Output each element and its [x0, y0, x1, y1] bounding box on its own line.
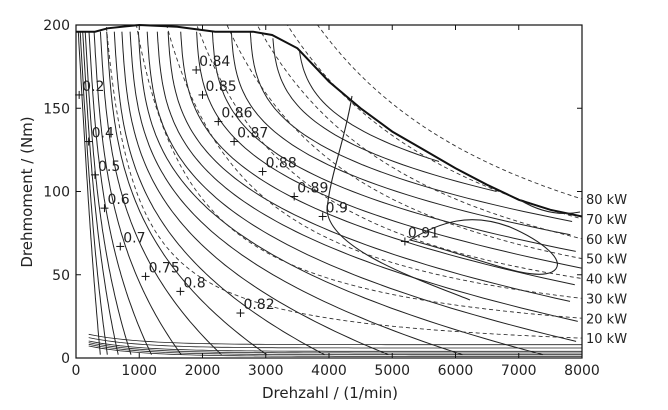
- efficiency-contour: [137, 31, 544, 356]
- efficiency-contour-low: [88, 333, 582, 346]
- efficiency-label: 0.7: [123, 230, 145, 246]
- efficiency-contour-low: [88, 342, 582, 354]
- efficiency-contour-low: [88, 337, 582, 349]
- efficiency-label: 0.2: [82, 79, 104, 95]
- y-tick-label: 50: [52, 268, 70, 284]
- efficiency-label: 0.91: [408, 225, 439, 241]
- power-label: 60 kW: [586, 233, 627, 248]
- efficiency-contour: [79, 31, 108, 355]
- efficiency-contour-lines: [77, 31, 582, 357]
- efficiency-contour: [99, 31, 222, 356]
- power-line: [135, 25, 582, 319]
- efficiency-island-091: [408, 219, 558, 275]
- power-line: [226, 25, 582, 259]
- efficiency-contour: [272, 38, 497, 192]
- axis-ticks: 0 1000 2000 3000 4000 5000 6000 7000 8000 0 50 100 1…: [43, 18, 600, 379]
- efficiency-label: 0.82: [243, 297, 274, 313]
- efficiency-contour: [88, 31, 152, 355]
- power-label: 50 kW: [586, 253, 627, 268]
- efficiency-contour: [180, 31, 575, 286]
- efficiency-contour-edge: [519, 199, 581, 215]
- efficiency-markers: [75, 65, 409, 318]
- x-tick-label: 8000: [564, 363, 600, 379]
- power-labels: 80 kW 70 kW 60 kW 50 kW 40 kW 30 kW 20 kW 10 kW: [586, 193, 627, 347]
- power-line: [317, 25, 582, 200]
- efficiency-labels: 0.2 0.4 0.5 0.6 0.70.750.8 0.82 0.84 0.85 0.86 0.…: [82, 54, 439, 313]
- power-label: 40 kW: [586, 273, 627, 288]
- efficiency-contour: [230, 31, 571, 236]
- efficiency-contour-high-speed: [326, 95, 471, 301]
- efficiency-contour: [93, 31, 182, 355]
- efficiency-contour: [146, 31, 577, 342]
- efficiency-label: 0.88: [266, 156, 297, 172]
- efficiency-contour: [82, 31, 119, 355]
- power-label: 20 kW: [586, 312, 627, 327]
- efficiency-label: 0.4: [92, 126, 114, 142]
- x-tick-label: 4000: [311, 363, 347, 379]
- efficiency-contour: [156, 31, 578, 322]
- efficiency-label: 0.5: [98, 159, 120, 175]
- power-label: 70 kW: [586, 213, 627, 228]
- efficiency-contour: [129, 31, 463, 356]
- x-tick-label: 5000: [374, 363, 410, 379]
- x-tick-label: 0: [72, 363, 81, 379]
- efficiency-contour: [211, 31, 576, 252]
- efficiency-label: 0.89: [297, 180, 328, 196]
- efficiency-contour-low: [88, 343, 582, 356]
- x-tick-label: 2000: [185, 363, 221, 379]
- efficiency-label: 0.85: [206, 79, 237, 95]
- x-tick-label: 7000: [501, 363, 537, 379]
- y-tick-label: 0: [61, 351, 70, 367]
- efficiency-label: 0.8: [183, 275, 205, 291]
- efficiency-contour: [113, 31, 325, 356]
- x-tick-label: 3000: [248, 363, 284, 379]
- efficiency-contour: [84, 31, 132, 355]
- efficiency-label: 0.86: [221, 106, 252, 122]
- efficiency-label: 0.84: [199, 54, 230, 70]
- efficiency-label: 0.87: [237, 126, 268, 142]
- y-axis-title: Drehmoment / (Nm): [18, 116, 36, 267]
- efficiency-label: 0.6: [107, 192, 129, 208]
- efficiency-contour: [121, 31, 389, 356]
- efficiency-contour-low: [88, 340, 582, 352]
- efficiency-contour: [106, 31, 267, 356]
- y-tick-label: 200: [43, 18, 70, 34]
- efficiency-contour-low: [88, 345, 582, 357]
- efficiency-contour: [167, 31, 571, 302]
- efficiency-label: 0.9: [326, 200, 348, 216]
- efficiency-contour: [196, 31, 582, 269]
- power-line: [256, 25, 582, 240]
- power-label: 80 kW: [586, 193, 627, 208]
- x-tick-label: 1000: [121, 363, 157, 379]
- x-axis-title: Drehzahl / (1/min): [262, 384, 398, 402]
- efficiency-contour: [77, 31, 101, 355]
- power-line: [196, 25, 582, 279]
- power-label: 30 kW: [586, 292, 627, 307]
- power-label: 10 kW: [586, 332, 627, 347]
- efficiency-label: 0.75: [149, 260, 180, 276]
- efficiency-contour: [299, 51, 440, 162]
- x-tick-label: 6000: [438, 363, 474, 379]
- y-tick-label: 100: [43, 185, 70, 201]
- y-tick-label: 150: [43, 101, 70, 117]
